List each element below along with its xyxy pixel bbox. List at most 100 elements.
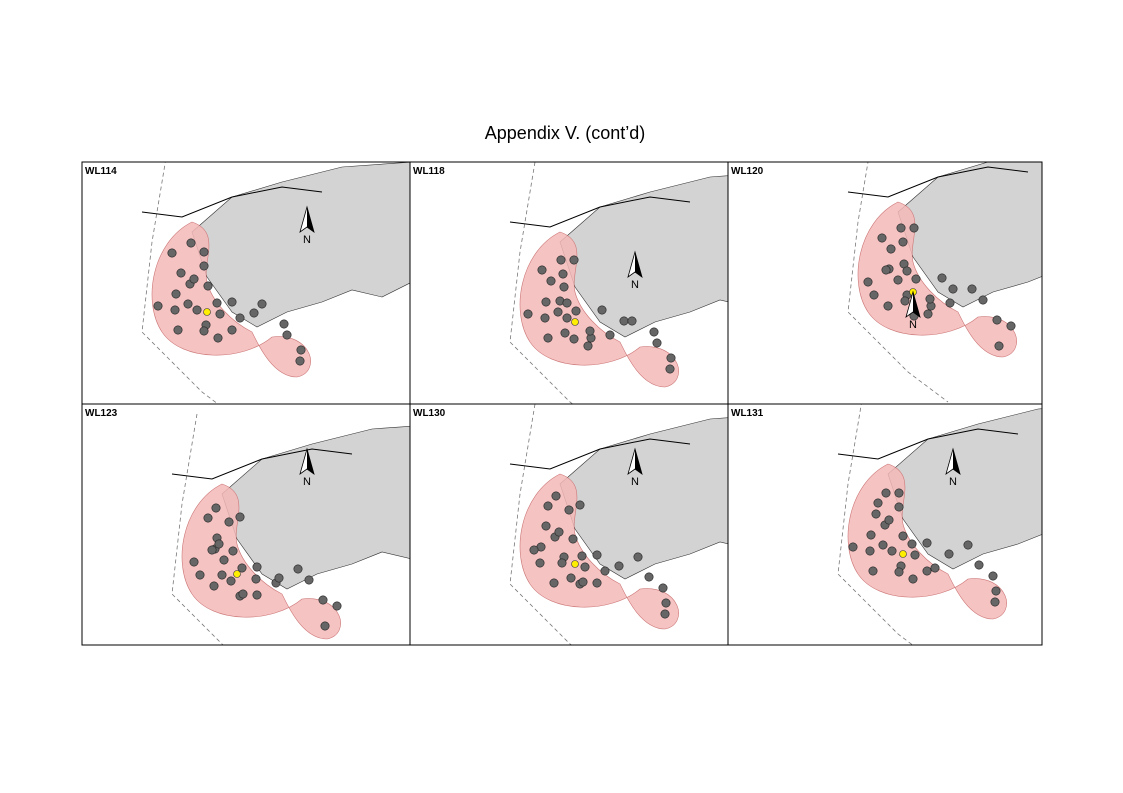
north-label: N (303, 234, 311, 246)
location-point (644, 572, 654, 582)
location-point (320, 621, 330, 631)
location-point (189, 557, 199, 567)
location-point (213, 333, 223, 343)
location-point (878, 540, 888, 550)
location-point (529, 545, 539, 555)
location-point (592, 578, 602, 588)
map-panel (837, 404, 1042, 645)
location-point (569, 334, 579, 344)
location-point (252, 590, 262, 600)
location-point (660, 609, 670, 619)
location-point (592, 550, 602, 560)
location-point (296, 345, 306, 355)
location-point (217, 570, 227, 580)
location-point (911, 274, 921, 284)
location-point (535, 558, 545, 568)
home-range (519, 473, 679, 630)
location-point (898, 531, 908, 541)
location-point (868, 566, 878, 576)
location-point (557, 558, 567, 568)
location-point (543, 333, 553, 343)
location-point (937, 273, 947, 283)
location-point (183, 299, 193, 309)
capture-site (571, 318, 579, 326)
boundary (847, 162, 949, 403)
north-arrow-shade (953, 449, 960, 474)
land (897, 162, 1042, 308)
home-range (847, 463, 1007, 620)
location-point (597, 305, 607, 315)
land (559, 417, 728, 580)
location-point (865, 546, 875, 556)
location-point (649, 327, 659, 337)
location-point (994, 341, 1004, 351)
location-point (549, 578, 559, 588)
location-point (652, 338, 662, 348)
location-point (199, 247, 209, 257)
north-label: N (631, 279, 639, 291)
location-point (237, 563, 247, 573)
location-point (963, 540, 973, 550)
panel-label: WL120 (731, 166, 764, 177)
location-point (580, 562, 590, 572)
location-point (227, 325, 237, 335)
north-label: N (949, 476, 957, 488)
location-point (583, 341, 593, 351)
location-point (212, 298, 222, 308)
north-arrow-shade (307, 207, 314, 232)
location-point (541, 297, 551, 307)
location-point (226, 576, 236, 586)
capture-site (571, 560, 579, 568)
location-point (192, 305, 202, 315)
location-point (173, 325, 183, 335)
location-point (907, 539, 917, 549)
location-point (523, 309, 533, 319)
panel-label: WL131 (731, 408, 764, 419)
location-point (945, 298, 955, 308)
location-point (235, 313, 245, 323)
location-point (898, 237, 908, 247)
land (221, 425, 410, 590)
location-point (893, 275, 903, 285)
location-point (153, 301, 163, 311)
road (171, 448, 353, 480)
road (509, 196, 691, 228)
location-point (546, 276, 556, 286)
panel-label: WL123 (85, 408, 118, 419)
location-point (562, 313, 572, 323)
boundary (141, 162, 219, 404)
location-point (207, 545, 217, 555)
location-point (948, 284, 958, 294)
location-point (887, 546, 897, 556)
location-point (665, 364, 675, 374)
location-point (203, 513, 213, 523)
location-point (848, 542, 858, 552)
location-point (585, 326, 595, 336)
location-point (279, 319, 289, 329)
location-point (908, 574, 918, 584)
location-point (215, 309, 225, 319)
map-panel (847, 162, 1042, 403)
location-point (627, 316, 637, 326)
panel-label: WL114 (85, 166, 117, 177)
north-arrow-shade (635, 449, 642, 474)
location-point (559, 282, 569, 292)
location-point (944, 549, 954, 559)
location-point (909, 223, 919, 233)
location-point (922, 538, 932, 548)
location-point (219, 555, 229, 565)
location-point (562, 298, 572, 308)
location-point (569, 255, 579, 265)
location-point (633, 552, 643, 562)
location-point (575, 500, 585, 510)
location-point (564, 505, 574, 515)
location-point (318, 595, 328, 605)
location-point (991, 586, 1001, 596)
location-point (877, 233, 887, 243)
north-label: N (909, 319, 917, 331)
location-point (249, 308, 259, 318)
location-point (282, 330, 292, 340)
panel-grid: N WL114 N WL118 N WL120 N WL123 N WL130 N WL131 (85, 162, 1042, 645)
location-point (554, 527, 564, 537)
north-arrow-shade (913, 292, 920, 317)
